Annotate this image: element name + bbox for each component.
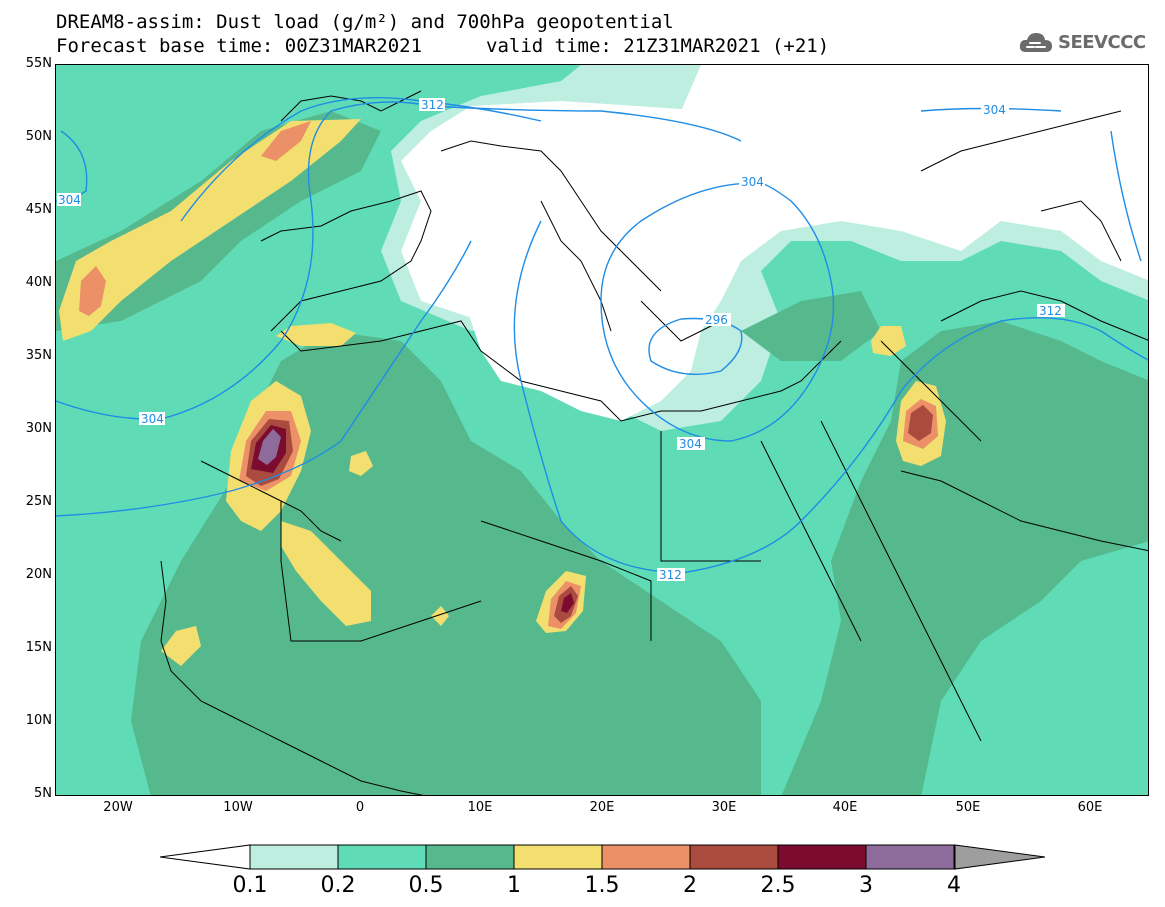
colorbar-label: 4 xyxy=(947,873,961,898)
lat-label-25n: 25N xyxy=(25,494,52,509)
colorbar-swatch xyxy=(689,844,779,870)
colorbar-swatch xyxy=(337,844,427,870)
lat-label-35n: 35N xyxy=(25,348,52,363)
lat-label-20n: 20N xyxy=(25,567,52,582)
contour-label: 312 xyxy=(659,568,682,582)
colorbar-label: 0.1 xyxy=(232,873,268,898)
colorbar-label: 2 xyxy=(683,873,697,898)
lat-label-5n: 5N xyxy=(34,786,52,801)
colorbar-label: 0.2 xyxy=(320,873,356,898)
lat-label-15n: 15N xyxy=(25,640,52,655)
colorbar-label: 2.5 xyxy=(760,873,796,898)
colorbar-label: 0.5 xyxy=(408,873,444,898)
forecast-base-time: Forecast base time: 00Z31MAR2021 xyxy=(56,35,423,57)
lon-label-60e: 60E xyxy=(1077,800,1103,815)
colorbar-label: 1 xyxy=(507,873,521,898)
contour-labels: 312 304 304 304 296 304 312 312 304 xyxy=(57,98,1065,582)
lon-label-30e: 30E xyxy=(711,800,737,815)
logo-text: SEEVCCC xyxy=(1058,31,1146,53)
colorbar-swatch xyxy=(777,844,867,870)
geopotential-contours xyxy=(56,96,1148,574)
colorbar-swatch xyxy=(425,844,515,870)
map-area: 312 304 304 304 296 304 312 312 304 xyxy=(55,64,1149,796)
contour-label: 304 xyxy=(741,175,764,189)
lon-label-10w: 10W xyxy=(223,800,253,815)
colorbar-max-arrow xyxy=(954,844,1045,870)
colorbar-swatch xyxy=(865,844,955,870)
lon-label-20w: 20W xyxy=(103,800,133,815)
contour-label: 312 xyxy=(421,98,444,112)
colorbar-swatch xyxy=(513,844,603,870)
colorbar-min-arrow xyxy=(160,844,251,870)
lon-label-10e: 10E xyxy=(467,800,493,815)
colorbar-swatch xyxy=(601,844,691,870)
lat-label-40n: 40N xyxy=(25,275,52,290)
lat-label-55n: 55N xyxy=(25,56,52,71)
contour-label: 304 xyxy=(679,437,702,451)
lon-label-40e: 40E xyxy=(832,800,858,815)
lat-label-45n: 45N xyxy=(25,202,52,217)
lat-label-10n: 10N xyxy=(25,713,52,728)
contour-label: 304 xyxy=(58,193,81,207)
colorbar-swatch xyxy=(249,844,339,870)
cloud-icon xyxy=(1019,33,1052,52)
colorbar-label: 1.5 xyxy=(584,873,620,898)
contour-label: 304 xyxy=(983,103,1006,117)
coastlines xyxy=(160,90,1148,795)
dust-map: 312 304 304 304 296 304 312 312 304 xyxy=(56,65,1148,795)
map-title: DREAM8-assim: Dust load (g/m²) and 700hP… xyxy=(56,11,674,33)
clear-area xyxy=(431,101,901,421)
lon-label-0: 0 xyxy=(355,800,365,815)
seevccc-logo: SEEVCCC xyxy=(1018,27,1146,57)
lon-label-50e: 50E xyxy=(955,800,981,815)
contour-label: 312 xyxy=(1039,304,1062,318)
lat-label-30n: 30N xyxy=(25,421,52,436)
colorbar-label: 3 xyxy=(859,873,873,898)
lat-label-50n: 50N xyxy=(25,129,52,144)
contour-label: 304 xyxy=(141,412,164,426)
contour-label: 296 xyxy=(705,313,728,327)
lon-label-20e: 20E xyxy=(589,800,615,815)
valid-time: valid time: 21Z31MAR2021 (+21) xyxy=(486,35,830,57)
colorbar xyxy=(160,844,1045,870)
dust-level-3 xyxy=(258,429,281,465)
